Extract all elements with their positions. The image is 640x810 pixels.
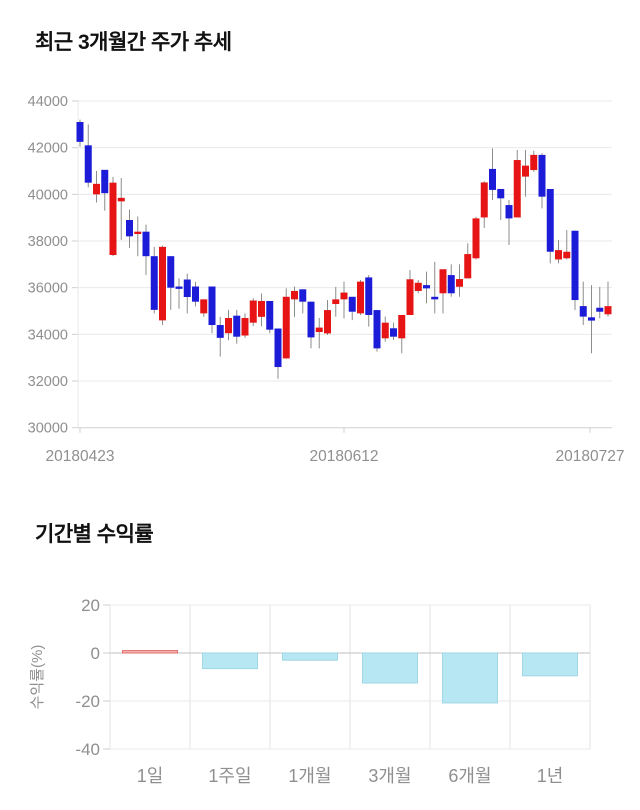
price-x-tick-label: 20180612 <box>310 448 379 465</box>
candle-down <box>126 220 133 237</box>
candle-up <box>282 296 290 359</box>
candle-up <box>340 292 348 300</box>
candle-down <box>101 169 109 194</box>
returns-y-tick-label: 0 <box>91 644 100 663</box>
price-y-tick-label: 40000 <box>28 187 68 203</box>
candle-up <box>464 254 472 279</box>
candle-down <box>167 256 175 288</box>
price-y-tick-label: 38000 <box>28 234 68 250</box>
price-chart-title: 최근 3개월간 주가 추세 <box>35 31 232 54</box>
candle-down <box>266 300 274 330</box>
price-x-tick-label: 20180727 <box>556 448 625 465</box>
candle-up <box>472 218 480 259</box>
returns-y-tick-label: -40 <box>75 740 100 759</box>
candle-up <box>563 251 571 259</box>
candle-up <box>159 246 166 321</box>
candle-up <box>249 300 257 323</box>
candle-up <box>241 318 249 336</box>
return-bar <box>522 652 578 677</box>
candle-down <box>431 296 439 300</box>
candle-down <box>373 310 381 349</box>
return-bar <box>202 652 258 670</box>
candle-down <box>505 205 513 219</box>
price-candlestick-chart: 44000 42000 40000 38000 36000 34000 32000 30000… <box>28 94 625 465</box>
candle-up <box>480 182 488 218</box>
returns-y-tick-label: 20 <box>81 596 100 615</box>
candle-up <box>604 306 612 315</box>
candle-up <box>225 318 232 334</box>
candle-down <box>588 317 595 321</box>
return-bar <box>122 650 178 654</box>
candle-up <box>332 299 340 305</box>
candle-down <box>150 256 158 310</box>
price-y-tick-label: 34000 <box>28 327 68 343</box>
returns-y-axis-title: 수익률(%) <box>29 645 46 710</box>
candle-down <box>216 325 224 338</box>
candle-up <box>555 250 562 260</box>
candle-down <box>142 231 150 257</box>
returns-x-category-label: 1일 <box>137 766 164 786</box>
candle-up <box>134 231 142 235</box>
candle-down <box>84 145 92 183</box>
returns-chart-title: 기간별 수익률 <box>35 523 154 546</box>
candle-up <box>414 282 422 291</box>
return-bar <box>362 652 418 684</box>
candle-up <box>315 327 323 333</box>
price-y-tick-label: 44000 <box>28 94 68 110</box>
candle-up <box>381 322 389 339</box>
candle-down <box>571 230 579 301</box>
candle-up <box>258 300 265 317</box>
price-y-tick-label: 32000 <box>28 374 68 390</box>
returns-x-category-label: 3개월 <box>368 766 411 786</box>
candle-up <box>530 154 538 171</box>
candle-down <box>183 279 191 298</box>
candle-down <box>192 286 199 302</box>
candle-up <box>439 269 447 294</box>
candle-down <box>175 286 183 289</box>
returns-x-category-label: 1개월 <box>288 766 331 786</box>
returns-x-category-label: 6개월 <box>448 766 491 786</box>
candle-down <box>76 122 84 142</box>
candle-up <box>109 182 117 256</box>
returns-x-category-label: 1년 <box>537 766 564 786</box>
candle-up <box>398 314 406 339</box>
candle-up <box>456 279 463 287</box>
candle-down <box>546 188 554 252</box>
return-bar <box>282 652 338 661</box>
candle-down <box>365 277 373 315</box>
price-y-tick-label: 30000 <box>28 421 68 437</box>
candle-down <box>348 296 356 312</box>
candle-down <box>233 315 241 337</box>
candle-down <box>423 285 430 289</box>
candle-down <box>579 306 587 317</box>
candle-up <box>117 197 125 202</box>
candle-up <box>291 290 298 300</box>
price-x-tick-label: 20180423 <box>46 448 115 465</box>
candle-down <box>489 168 496 190</box>
price-y-tick-label: 36000 <box>28 281 68 297</box>
candle-up <box>93 183 100 195</box>
candle-down <box>596 307 604 312</box>
candle-down <box>497 188 505 199</box>
candle-up <box>513 160 521 218</box>
candle-down <box>307 301 315 338</box>
returns-x-category-label: 1주일 <box>208 766 251 786</box>
candle-up <box>406 279 414 315</box>
candle-up <box>200 299 208 314</box>
candle-down <box>447 275 455 294</box>
candle-down <box>299 289 307 302</box>
candle-up <box>324 310 331 334</box>
candle-down <box>208 286 216 326</box>
return-bar <box>442 652 498 704</box>
candle-up <box>357 281 364 314</box>
candle-down <box>274 328 282 368</box>
candle-down <box>390 328 397 337</box>
returns-y-tick-label: -20 <box>75 692 100 711</box>
candle-up <box>522 165 529 177</box>
price-y-tick-label: 42000 <box>28 141 68 157</box>
candle-down <box>538 154 546 197</box>
